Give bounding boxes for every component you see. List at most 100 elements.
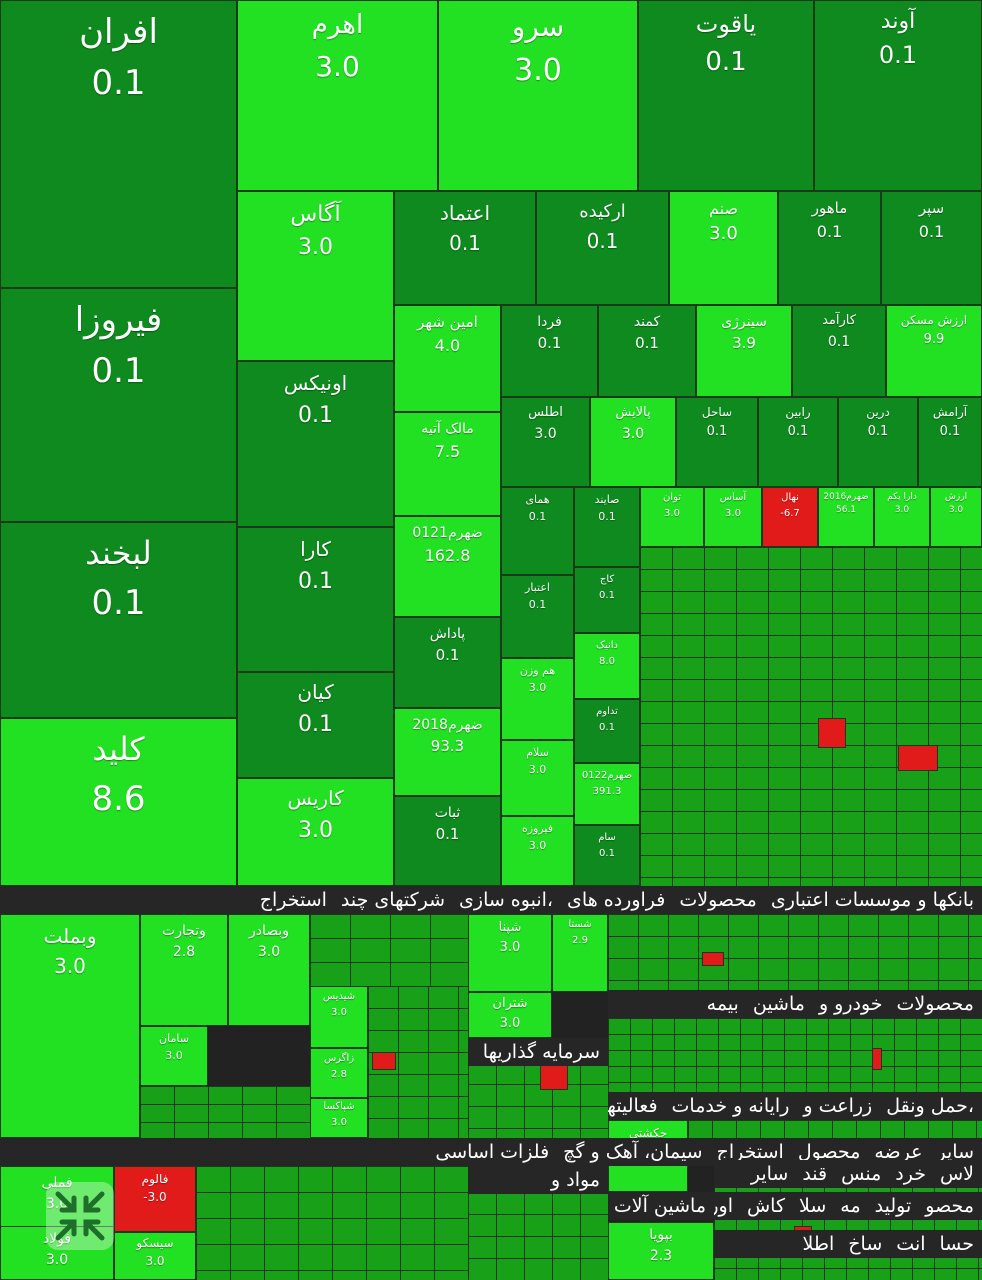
sector-label: سایر xyxy=(936,1141,974,1163)
stock-tile[interactable]: لبخند 0.1 xyxy=(0,522,237,718)
stock-tile[interactable]: ارکیده 0.1 xyxy=(536,191,669,305)
stock-name: توان xyxy=(662,492,682,503)
stock-tile[interactable]: اهرم 3.0 xyxy=(237,0,438,191)
decline-cell[interactable] xyxy=(872,1048,882,1070)
stock-tile[interactable]: پاداش 0.1 xyxy=(394,617,501,708)
stock-value: 3.0 xyxy=(298,235,333,261)
stock-tile[interactable]: فیروزه 3.0 xyxy=(501,816,574,886)
stock-tile[interactable]: کارآمد 0.1 xyxy=(792,305,886,397)
stock-name: کاج xyxy=(599,574,615,585)
stock-tile[interactable]: سیسکو 3.0 xyxy=(114,1232,196,1280)
decline-cell[interactable] xyxy=(372,1052,396,1070)
stock-tile[interactable]: دانیک 8.0 xyxy=(574,633,640,699)
stock-tile[interactable]: همای 0.1 xyxy=(501,487,574,575)
stock-tile[interactable]: وبملت 3.0 xyxy=(0,914,140,1138)
stock-name: کاریس xyxy=(287,786,344,810)
stock-tile[interactable]: افران 0.1 xyxy=(0,0,237,288)
stock-tile[interactable]: امین شهر 4.0 xyxy=(394,305,501,412)
stock-tile[interactable]: سام 0.1 xyxy=(574,825,640,886)
stock-value: -6.7 xyxy=(780,507,800,519)
stock-tile[interactable]: آرامش 0.1 xyxy=(918,397,982,487)
stock-name: اعتماد xyxy=(439,201,491,225)
stock-tile[interactable]: کارا 0.1 xyxy=(237,527,394,672)
stock-tile[interactable]: شتران 3.0 xyxy=(468,992,552,1038)
stock-tile[interactable]: درین 0.1 xyxy=(838,397,918,487)
stock-tile[interactable]: سامان 3.0 xyxy=(140,1026,208,1086)
collapse-arrows-icon[interactable] xyxy=(46,1182,114,1250)
stock-tile[interactable]: ضهرم2016 56.1 xyxy=(818,487,874,547)
stock-tile[interactable]: ارزش مسکن 9.9 xyxy=(886,305,982,397)
stock-value: 3.0 xyxy=(165,1048,183,1062)
stock-tile[interactable]: شیدیس 3.0 xyxy=(310,986,368,1048)
stock-tile[interactable]: کلید 8.6 xyxy=(0,718,237,886)
stock-tile[interactable]: اعتبار 0.1 xyxy=(501,575,574,658)
sector-label: زراعت و xyxy=(803,1095,873,1117)
stock-tile[interactable]: دارا یکم 3.0 xyxy=(874,487,930,547)
stock-tile[interactable]: ثبات 0.1 xyxy=(394,796,501,886)
stock-tile[interactable]: ضهرم0121 162.8 xyxy=(394,516,501,617)
stock-value: 0.1 xyxy=(91,582,146,623)
stock-tile[interactable]: توان 3.0 xyxy=(640,487,704,547)
stock-value: 0.1 xyxy=(91,63,146,104)
stock-tile[interactable]: کمند 0.1 xyxy=(598,305,696,397)
stock-value: 0.1 xyxy=(867,423,889,439)
stock-tile[interactable]: زاگرس 2.8 xyxy=(310,1048,368,1098)
decline-cell[interactable] xyxy=(898,745,938,771)
stock-name: نهال xyxy=(781,492,799,503)
stock-tile[interactable]: ارزش 3.0 xyxy=(930,487,982,547)
stock-tile[interactable]: نهال -6.7 xyxy=(762,487,818,547)
stock-tile[interactable]: فردا 0.1 xyxy=(501,305,598,397)
stock-tile[interactable]: صنم 3.0 xyxy=(669,191,778,305)
stock-tile[interactable]: سپر 0.1 xyxy=(881,191,982,305)
stock-tile[interactable]: آوند 0.1 xyxy=(814,0,982,191)
stock-tile[interactable]: کیان 0.1 xyxy=(237,672,394,778)
stock-tile[interactable]: صایند 0.1 xyxy=(574,487,640,567)
stock-tile[interactable]: شستا 2.9 xyxy=(552,914,608,992)
stock-tile[interactable]: سلام 3.0 xyxy=(501,740,574,816)
stock-tile[interactable]: اونیکس 0.1 xyxy=(237,361,394,527)
stock-name: ساحل xyxy=(701,405,733,419)
stock-tile[interactable]: پالایش 3.0 xyxy=(590,397,676,487)
stock-tile[interactable]: فیروزا 0.1 xyxy=(0,288,237,522)
decline-cell[interactable] xyxy=(702,952,724,966)
stock-tile[interactable]: ضهرم2018 93.3 xyxy=(394,708,501,796)
stock-value: 3.0 xyxy=(514,53,562,89)
stock-name: ضهرم2018 xyxy=(412,717,483,733)
decline-cell[interactable] xyxy=(540,1064,568,1090)
decline-cell[interactable] xyxy=(818,718,846,748)
stock-tile[interactable]: رابین 0.1 xyxy=(758,397,838,487)
stock-tile[interactable]: یاقوت 0.1 xyxy=(638,0,814,191)
stock-tile[interactable]: هم وزن 3.0 xyxy=(501,658,574,740)
stock-tile[interactable]: فالوم -3.0 xyxy=(114,1166,196,1232)
stock-name: اعتبار xyxy=(525,581,550,594)
stock-tile[interactable]: بپویا 2.3 xyxy=(608,1222,714,1280)
stock-tile[interactable]: وتجارت 2.8 xyxy=(140,914,228,1026)
stock-value: 3.0 xyxy=(709,223,738,245)
stock-tile[interactable]: سرو 3.0 xyxy=(438,0,638,191)
stock-tile[interactable]: مالک آتیه 7.5 xyxy=(394,412,501,516)
stock-tile[interactable]: اطلس 3.0 xyxy=(501,397,590,487)
stock-tile[interactable]: سینرژی 3.9 xyxy=(696,305,792,397)
sector-label-band: سرمایه گذاریها xyxy=(468,1038,608,1066)
stock-tile[interactable]: اعتماد 0.1 xyxy=(394,191,536,305)
stock-tile[interactable]: تداوم 0.1 xyxy=(574,699,640,763)
sector-label: محصو xyxy=(925,1195,974,1217)
stock-tile[interactable]: کاریس 3.0 xyxy=(237,778,394,886)
sector-label: منس xyxy=(841,1163,882,1185)
sector-label: محصولات xyxy=(896,993,974,1015)
stock-name: رابین xyxy=(785,405,811,419)
stock-tile[interactable]: شپاکسا 3.0 xyxy=(310,1098,368,1138)
sector-label: اطلا xyxy=(802,1233,835,1255)
stock-tile[interactable]: شپنا 3.0 xyxy=(468,914,552,992)
stock-name: امین شهر xyxy=(417,313,478,331)
stock-tile[interactable]: ماهور 0.1 xyxy=(778,191,881,305)
stock-value: 8.6 xyxy=(91,778,146,819)
stock-tile[interactable]: آگاس 3.0 xyxy=(237,191,394,361)
stock-tile[interactable]: ضهرم0122 391.3 xyxy=(574,763,640,825)
stock-tile[interactable]: ساحل 0.1 xyxy=(676,397,758,487)
stock-name: زاگرس xyxy=(323,1053,355,1064)
stock-tile[interactable]: کاج 0.1 xyxy=(574,567,640,633)
stock-tile[interactable]: فولاد 3.0 xyxy=(0,1226,114,1280)
stock-tile[interactable]: وبصادر 3.0 xyxy=(228,914,310,1026)
stock-tile[interactable]: آساس 3.0 xyxy=(704,487,762,547)
